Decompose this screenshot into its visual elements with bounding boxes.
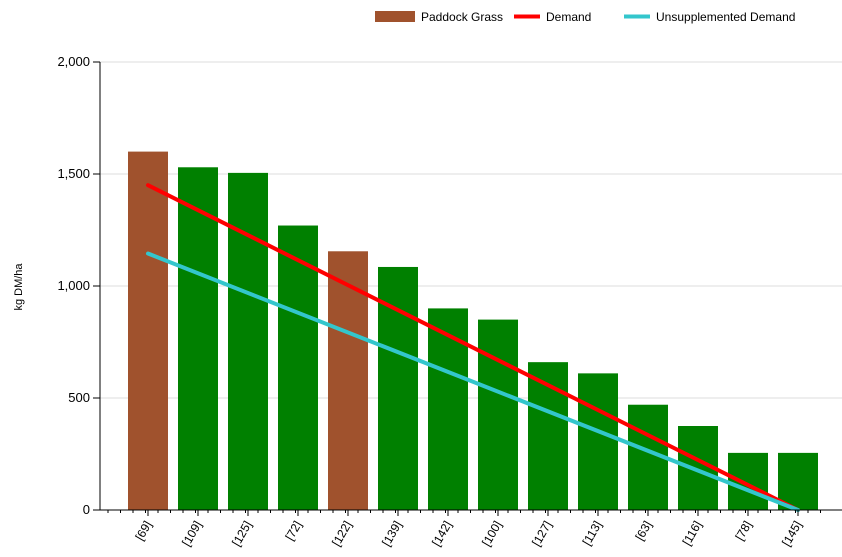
y-tick-label: 1,000 <box>57 278 90 293</box>
y-tick-label: 0 <box>83 502 90 517</box>
x-tick-label: [109] <box>179 519 204 549</box>
y-axis-title: kg DM/ha <box>13 263 25 311</box>
bar[interactable] <box>378 266 418 510</box>
x-tick-label: [145] <box>779 519 804 549</box>
y-ticks: 0 500 1,000 1,500 2,000 <box>57 54 100 517</box>
legend-label: Unsupplemented Demand <box>656 10 795 24</box>
x-tick-label: [100] <box>479 519 504 549</box>
legend-swatch <box>375 11 415 22</box>
x-tick-label: [78] <box>732 519 754 543</box>
y-tick-label: 1,500 <box>57 166 90 181</box>
legend-label: Demand <box>546 10 591 24</box>
x-tick-label: [113] <box>580 519 605 548</box>
bar[interactable] <box>728 452 768 510</box>
x-tick-label: [116] <box>680 519 705 548</box>
legend-label: Paddock Grass <box>421 10 503 24</box>
bar[interactable] <box>278 225 318 510</box>
x-tick-label: [122] <box>329 519 354 549</box>
legend-item[interactable]: Paddock Grass <box>375 10 503 24</box>
x-tick-label: [72] <box>282 519 304 543</box>
bar[interactable] <box>778 452 818 510</box>
x-tick-label: [69] <box>132 519 154 543</box>
series-lines <box>146 183 800 512</box>
series-line <box>146 251 800 512</box>
y-tick-label: 2,000 <box>57 54 90 69</box>
x-ticks: [69] [109] [125] [72] [122] [139] [142] [100] [1… <box>132 510 805 549</box>
x-tick-label: [125] <box>229 519 254 549</box>
bar[interactable] <box>328 251 368 510</box>
bar[interactable] <box>578 373 618 510</box>
series-line <box>146 183 800 512</box>
bar[interactable] <box>478 319 518 510</box>
grid <box>100 61 842 399</box>
legend-item[interactable]: Demand <box>514 10 591 24</box>
bars <box>128 151 818 510</box>
bar[interactable] <box>428 308 468 510</box>
legend[interactable]: Paddock Grass Demand Unsupplemented Demand <box>375 10 795 24</box>
x-tick-label: [139] <box>379 519 404 549</box>
bar[interactable] <box>228 172 268 510</box>
x-tick-label: [127] <box>529 519 554 549</box>
legend-item[interactable]: Unsupplemented Demand <box>624 10 795 24</box>
bar[interactable] <box>128 151 168 510</box>
y-tick-label: 500 <box>68 390 90 405</box>
bar[interactable] <box>178 167 218 510</box>
x-tick-label: [142] <box>429 519 454 549</box>
x-tick-label: [63] <box>632 519 654 543</box>
